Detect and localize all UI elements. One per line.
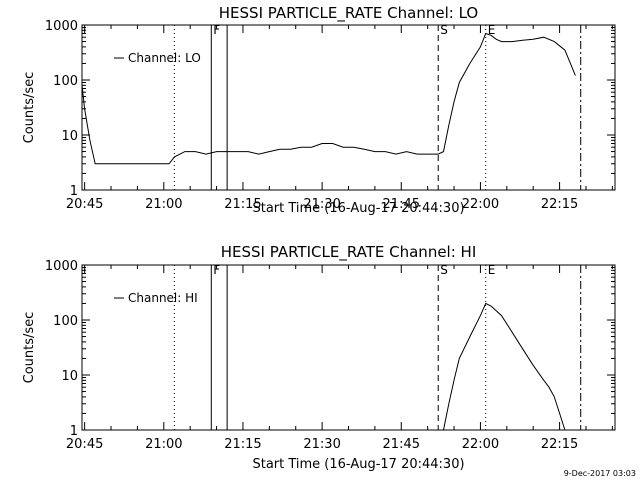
series-line <box>443 302 566 431</box>
legend-entry: Channel: LO <box>128 51 201 65</box>
x-tick-label: 20:45 <box>66 197 103 212</box>
y-axis-label: Counts/sec <box>22 72 37 144</box>
x-tick-label: 20:45 <box>66 437 103 452</box>
x-tick-label: 21:00 <box>145 197 182 212</box>
y-tick-label: 1 <box>70 184 78 199</box>
event-marker-label: F <box>213 263 220 277</box>
event-marker-label: F <box>213 23 220 37</box>
event-marker-label: E <box>488 23 496 37</box>
x-tick-label: 21:15 <box>224 197 261 212</box>
x-tick-label: 22:00 <box>462 197 499 212</box>
x-tick-label: 21:30 <box>303 437 340 452</box>
plot-frame <box>81 24 616 191</box>
x-tick-label: 21:45 <box>383 197 420 212</box>
plot-frame <box>81 264 616 431</box>
x-axis-label: Start Time (16-Aug-17 20:44:30) <box>252 457 464 472</box>
y-tick-label: 100 <box>53 314 78 329</box>
x-tick-label: 21:00 <box>145 437 182 452</box>
chart-title: HESSI PARTICLE_RATE Channel: HI <box>221 243 477 262</box>
y-tick-label: 10 <box>61 369 78 384</box>
event-marker-label: E <box>488 263 496 277</box>
y-tick-label: 1000 <box>45 259 78 274</box>
y-tick-label: 1 <box>70 424 78 439</box>
y-tick-label: 100 <box>53 74 78 89</box>
y-tick-label: 10 <box>61 129 78 144</box>
y-tick-label: 1000 <box>45 19 78 34</box>
footer-timestamp: 9-Dec-2017 03:03 <box>564 469 636 478</box>
x-tick-label: 22:15 <box>541 437 578 452</box>
x-tick-label: 22:00 <box>462 437 499 452</box>
x-axis-label: Start Time (16-Aug-17 20:44:30) <box>252 201 464 216</box>
event-marker-label: S <box>440 23 448 37</box>
legend-entry: Channel: HI <box>128 291 198 305</box>
x-tick-label: 21:15 <box>224 437 261 452</box>
event-marker-label: S <box>440 263 448 277</box>
x-tick-label: 21:30 <box>303 197 340 212</box>
chart-title: HESSI PARTICLE_RATE Channel: LO <box>219 4 478 23</box>
x-tick-label: 21:45 <box>383 437 420 452</box>
y-axis-label: Counts/sec <box>22 312 37 384</box>
series-line <box>81 32 576 165</box>
x-tick-label: 22:15 <box>541 197 578 212</box>
